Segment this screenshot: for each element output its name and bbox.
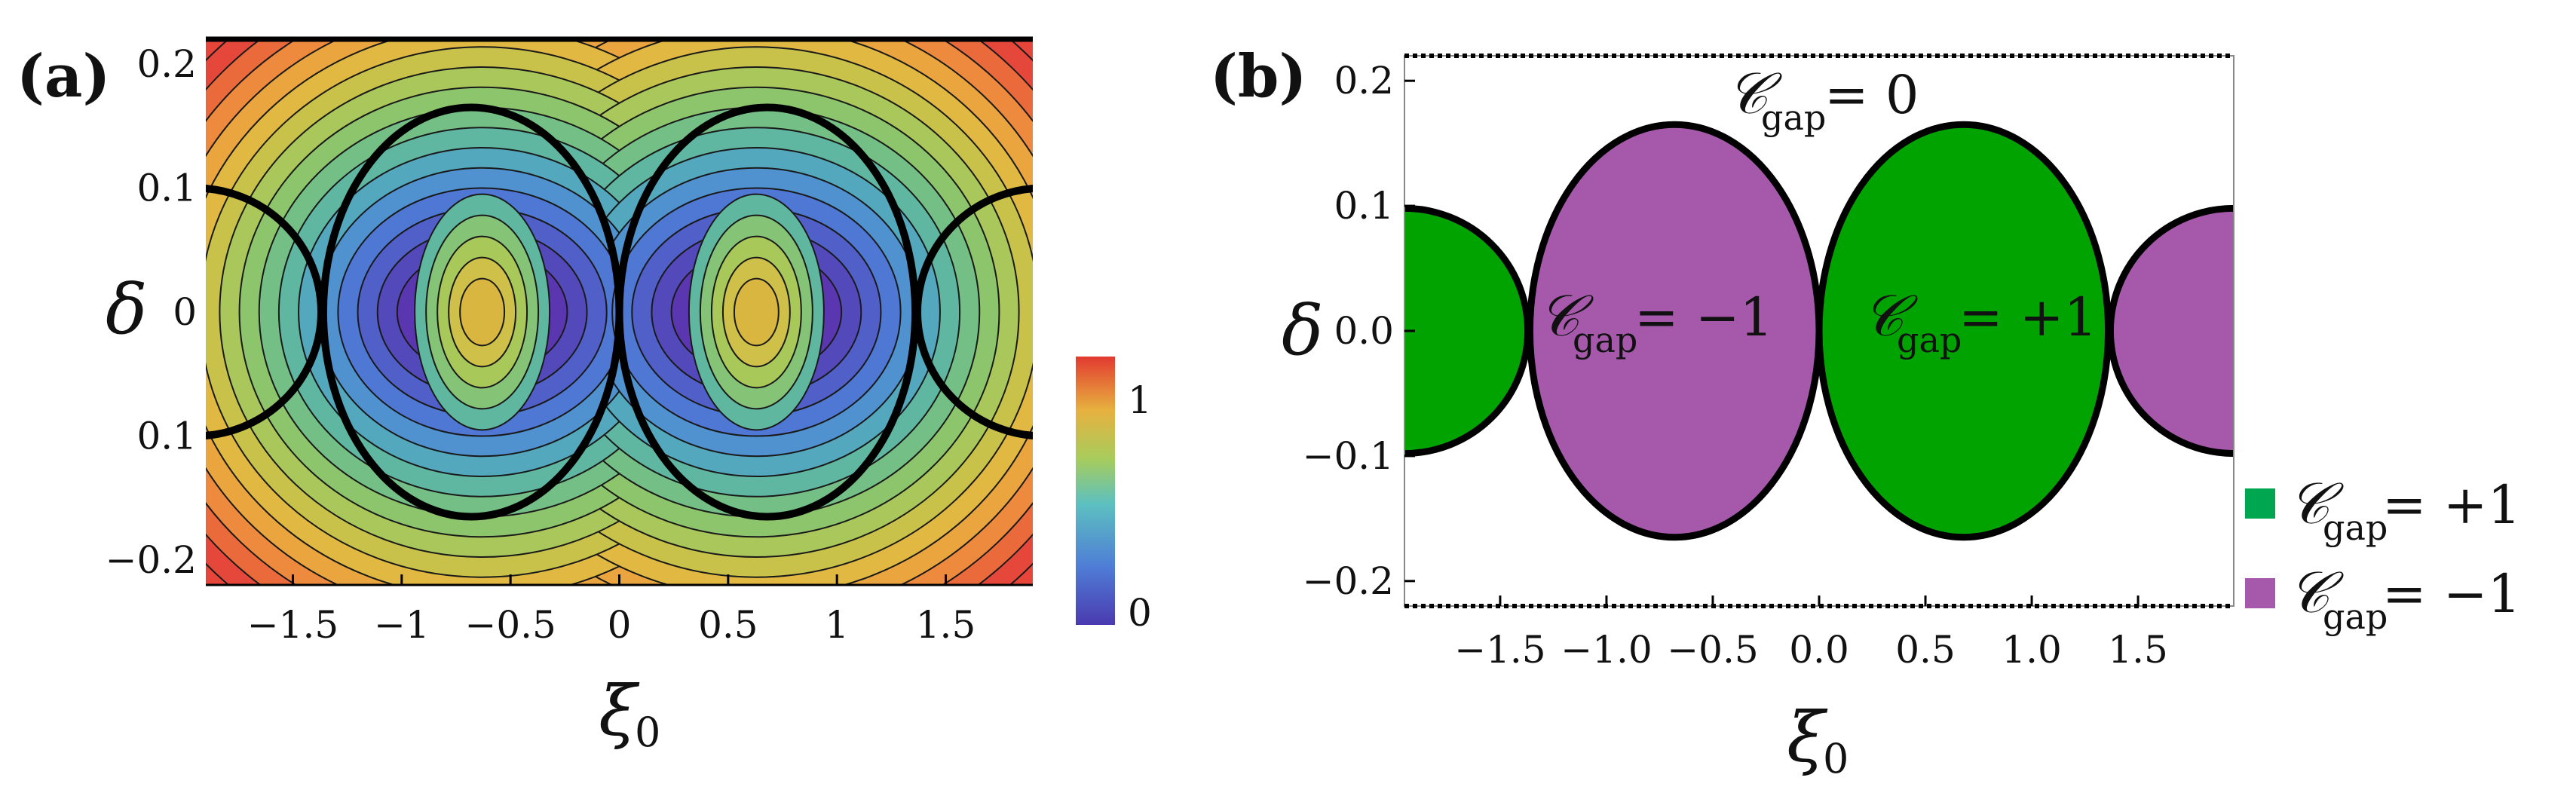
region-label-plus-subscript: gap (1897, 320, 1962, 360)
panel-a-x-tick-label-0: −1.5 (247, 603, 338, 647)
region-label-minus-value: = −1 (1634, 286, 1773, 348)
legend-minus-label: = −1 (2382, 563, 2521, 625)
panel-a-xi-subscript: 0 (635, 709, 660, 756)
phase-boundary-2 (206, 185, 325, 439)
panel-b-y-tick-label-4: 0.2 (1334, 59, 1394, 103)
panel-b-x-tick-label-4: 0.5 (1895, 628, 1956, 672)
legend-entry-minus: 𝒞 gap = −1 (2245, 559, 2521, 637)
colorbar-max-label: 1 (1128, 378, 1152, 422)
legend-plus-subscript: gap (2323, 507, 2388, 548)
legend-entry-plus: 𝒞 gap = +1 (2245, 470, 2521, 548)
panel-a-y-ticks: −0.2 0.1 0 0.1 0.2 (106, 42, 197, 582)
panel-a-label: (a) (17, 42, 110, 111)
legend-swatch-plus (2245, 488, 2275, 519)
panel-b-x-tick-label-6: 1.5 (2108, 628, 2168, 672)
panel-a-x-tick-label-4: 0.5 (698, 603, 758, 647)
region-label-zero-value: = 0 (1824, 64, 1919, 126)
panel-a-y-tick-label-0: −0.2 (106, 538, 197, 582)
panel-b-xi-symbol: ξ (1787, 697, 1828, 778)
legend: 𝒞 gap = +1 𝒞 gap = −1 (2245, 470, 2521, 637)
panel-b-x-ticks: −1.5 −1.0 −0.5 0.0 0.5 1.0 1.5 (1454, 595, 2168, 672)
panel-b-x-tick-label-5: 1.0 (2002, 628, 2062, 672)
panel-a-plot: −1.5 −1 −0.5 0 0.5 1 1.5 −0.2 0.1 0 0.1 0.2 (106, 36, 1033, 647)
panel-a-x-tick-label-1: −1 (374, 603, 430, 647)
panel-b-x-tick-label-0: −1.5 (1454, 628, 1545, 672)
region-label-minus-subscript: gap (1573, 320, 1637, 360)
colorbar-min-label: 0 (1128, 591, 1152, 635)
panel-a-y-axis-label: δ (106, 269, 147, 350)
panel-b-y-ticks: −0.2 −0.1 0.0 0.1 0.2 (1303, 59, 1415, 603)
panel-b-xi-subscript: 0 (1823, 735, 1849, 782)
panel-a-x-tick-label-3: 0 (608, 603, 632, 647)
panel-b-x-axis-label: ξ 0 (1787, 697, 1849, 782)
panel-a-phase-boundaries (206, 103, 1033, 521)
panel-a-x-tick-label-6: 1.5 (916, 603, 976, 647)
panel-b-y-tick-label-0: −0.2 (1303, 559, 1394, 603)
hotspot-1-ring-4 (733, 277, 780, 347)
legend-swatch-minus (2245, 578, 2275, 608)
region-label-zero-subscript: gap (1761, 97, 1826, 138)
panel-a-x-ticks: −1.5 −1 −0.5 0 0.5 1 1.5 (247, 574, 976, 647)
panel-b-y-tick-label-2: 0.0 (1334, 309, 1394, 353)
panel-a-xi-symbol: ξ (599, 671, 640, 752)
region-label-plus-value: = +1 (1959, 286, 2097, 348)
phase-boundary-3 (914, 185, 1033, 439)
colorbar: 1 0 (1076, 357, 1152, 635)
region-label-plus: 𝒞 gap = +1 (1862, 282, 2097, 360)
panel-a-y-tick-label-2: 0 (173, 290, 197, 334)
panel-a-x-tick-label-5: 1 (825, 603, 849, 647)
panel-b-y-axis-label: δ (1282, 290, 1323, 371)
panel-b-x-tick-label-1: −1.0 (1561, 628, 1652, 672)
panel-a-y-tick-label-1: 0.1 (136, 415, 197, 458)
panel-b-x-tick-label-3: 0.0 (1789, 628, 1849, 672)
colorbar-gradient (1076, 357, 1115, 625)
panel-a-x-axis-label: ξ 0 (599, 671, 660, 756)
panel-a-y-tick-label-4: 0.2 (136, 42, 197, 86)
panel-b-x-tick-label-2: −0.5 (1667, 628, 1758, 672)
panel-b-plot: −1.5 −1.0 −0.5 0.0 0.5 1.0 1.5 −0.2 −0.1 0.0 0.1 0… (1303, 54, 2234, 672)
legend-plus-label: = +1 (2382, 474, 2521, 536)
hotspot-0-ring-4 (459, 277, 506, 347)
panel-a-x-tick-label-2: −0.5 (464, 603, 556, 647)
panel-b-label: (b) (1210, 42, 1306, 111)
panel-b-y-tick-label-1: −0.1 (1303, 434, 1394, 478)
legend-minus-subscript: gap (2323, 596, 2388, 637)
panel-b-regions (1404, 121, 2234, 541)
panel-b-y-tick-label-3: 0.1 (1334, 184, 1394, 228)
panel-a-y-tick-label-3: 0.1 (136, 166, 197, 210)
